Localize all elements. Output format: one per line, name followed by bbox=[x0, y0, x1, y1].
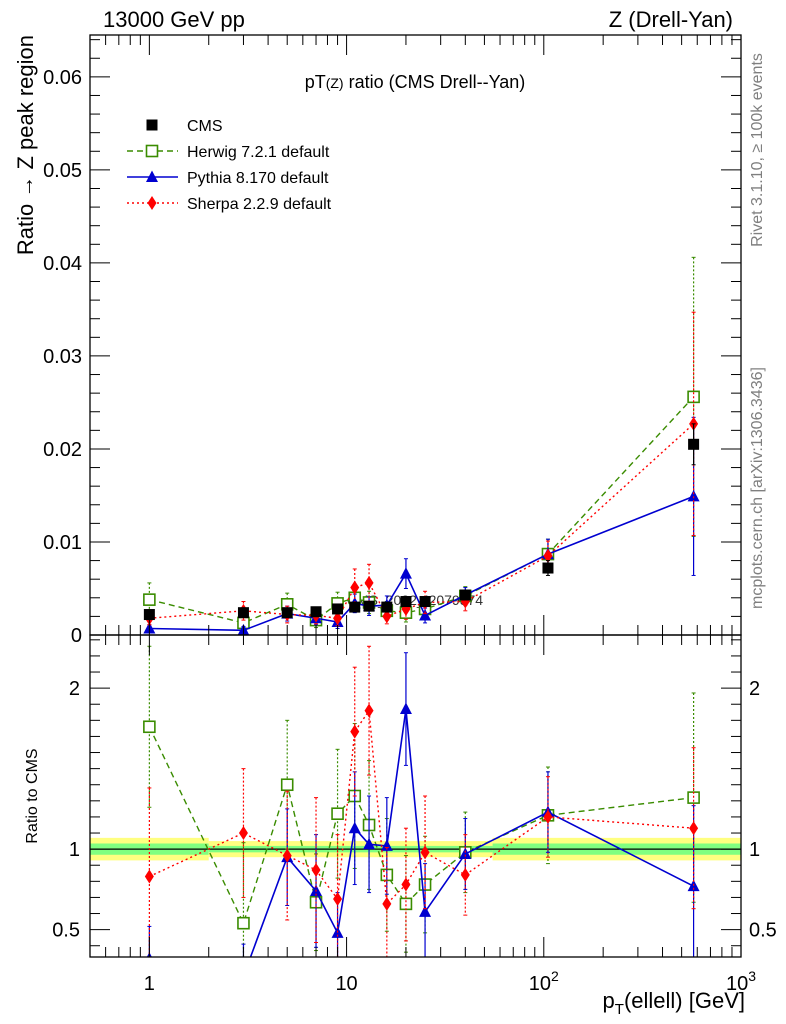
top-y-tick-label: 0 bbox=[71, 625, 82, 647]
ratio-sherpa-point bbox=[382, 896, 392, 911]
top-herwig-point bbox=[143, 593, 156, 606]
bottom-y-tick-label: 1 bbox=[69, 839, 80, 861]
ratio-sherpa-point bbox=[543, 809, 553, 824]
bottom-ylabel: Ratio to CMS bbox=[24, 748, 41, 843]
top-cms-point bbox=[542, 562, 554, 574]
legend-pythia-marker bbox=[146, 170, 158, 182]
ratio-sherpa-point bbox=[364, 703, 374, 718]
ratio-sherpa-point bbox=[350, 724, 360, 739]
ratio-herwig-point bbox=[331, 807, 344, 821]
legend-herwig-marker bbox=[145, 144, 159, 158]
legend-sherpa-label: Sherpa 2.2.9 default bbox=[187, 196, 332, 213]
legend-herwig-label: Herwig 7.2.1 default bbox=[187, 144, 330, 161]
ratio-sherpa-point bbox=[311, 863, 321, 878]
top-y-tick-label: 0.01 bbox=[43, 532, 82, 554]
title-main: pT bbox=[305, 72, 326, 92]
top-cms-point bbox=[143, 609, 155, 621]
ratio-sherpa-point bbox=[401, 877, 411, 892]
ratio-sherpa-point bbox=[238, 826, 248, 841]
top-cms-point bbox=[419, 596, 431, 608]
top-sherpa-point bbox=[364, 575, 374, 590]
top-cms-point bbox=[281, 607, 293, 619]
ratio-herwig-line bbox=[148, 726, 694, 926]
header-left: 13000 GeV pp bbox=[103, 7, 245, 32]
ratio-herwig-point bbox=[399, 897, 413, 911]
header-right: Z (Drell-Yan) bbox=[609, 7, 733, 32]
top-herwig-line bbox=[149, 396, 695, 624]
axes: 1 10 102 103 0 0.01 0.02 0.03 0.04 0.05 0.06 0.5 0.5… bbox=[43, 35, 777, 995]
xlabel-main: p bbox=[603, 988, 615, 1013]
ratio-sherpa-point bbox=[333, 892, 343, 907]
top-sherpa-point bbox=[350, 580, 360, 595]
top-y-tick-label: 0.02 bbox=[43, 439, 82, 461]
main-series bbox=[143, 256, 700, 635]
xlabel-rest: (ellell) [GeV] bbox=[624, 988, 745, 1013]
top-cms-point bbox=[363, 600, 375, 612]
x-tick-label: 103 bbox=[726, 968, 756, 995]
top-cms-point bbox=[381, 601, 393, 613]
top-pythia-point bbox=[399, 567, 412, 579]
top-pythia-point bbox=[687, 489, 700, 502]
ratio-sherpa-point bbox=[420, 845, 430, 860]
title-sub: (Z) bbox=[326, 75, 344, 91]
legend-cms-marker bbox=[146, 119, 158, 131]
top-cms-point bbox=[237, 607, 249, 619]
ratio-series bbox=[143, 645, 700, 982]
x-tick-label: 10 bbox=[335, 973, 357, 995]
bottom-y-tick-label: 0.5 bbox=[52, 920, 80, 942]
top-y-tick-label: 0.06 bbox=[43, 67, 82, 89]
ratio-pythia-point bbox=[363, 837, 376, 850]
ratio-pythia-point bbox=[348, 821, 361, 834]
ratio-sherpa-point bbox=[144, 869, 154, 884]
ratio-herwig-point bbox=[280, 778, 294, 792]
top-sherpa-point bbox=[333, 611, 343, 626]
top-y-tick-label: 0.05 bbox=[43, 160, 82, 182]
ratio-sherpa-point bbox=[460, 867, 470, 882]
mcplots-label: mcplots.cern.ch [arXiv:1306.3436] bbox=[749, 367, 766, 609]
top-cms-point bbox=[349, 601, 361, 613]
ratio-pythia-point bbox=[419, 905, 432, 917]
ratio-pythia-point bbox=[237, 970, 249, 982]
top-pythia-point bbox=[419, 608, 432, 621]
top-sherpa-point bbox=[382, 609, 392, 624]
plot-title: pT(Z) ratio (CMS Drell--Yan) bbox=[305, 72, 526, 92]
top-cms-point bbox=[332, 603, 344, 615]
bottom-y-tick-label: 2 bbox=[69, 678, 80, 700]
top-cms-point bbox=[310, 606, 322, 618]
bottom-y-tick-label-right: 2 bbox=[749, 678, 760, 700]
legend-cms-label: CMS bbox=[187, 118, 223, 135]
ratio-pythia-point bbox=[459, 847, 472, 859]
x-tick-label: 102 bbox=[529, 968, 559, 995]
title-rest: ratio (CMS Drell--Yan) bbox=[344, 72, 526, 92]
bottom-y-tick-label-right: 0.5 bbox=[749, 920, 777, 942]
x-tick-label: 1 bbox=[144, 973, 155, 995]
top-sherpa-point bbox=[543, 548, 553, 563]
xlabel: pT(ellell) [GeV] bbox=[603, 988, 745, 1018]
bottom-frame bbox=[89, 634, 742, 958]
top-cms-point bbox=[688, 438, 700, 450]
top-sherpa-line bbox=[149, 423, 695, 620]
legend: CMS Herwig 7.2.1 default Pythia 8.170 defa… bbox=[127, 118, 332, 213]
legend-sherpa-marker bbox=[147, 196, 157, 210]
bottom-y-tick-label-right: 1 bbox=[749, 839, 760, 861]
ratio-pythia-point bbox=[380, 839, 393, 851]
ratio-herwig-point bbox=[237, 916, 250, 930]
ratio-herwig-point bbox=[143, 720, 156, 734]
top-y-tick-label: 0.03 bbox=[43, 346, 82, 368]
ratio-sherpa-point bbox=[689, 821, 699, 836]
ratio-sherpa-point bbox=[282, 848, 292, 863]
top-cms-point bbox=[459, 589, 471, 601]
ratio-pythia-point bbox=[399, 702, 412, 715]
legend-pythia-label: Pythia 8.170 default bbox=[187, 170, 329, 187]
rivet-label: Rivet 3.1.10, ≥ 100k events bbox=[749, 53, 766, 247]
top-cms-point bbox=[400, 596, 412, 608]
top-y-tick-label: 0.04 bbox=[43, 253, 82, 275]
top-ylabel: Ratio → Z peak region bbox=[13, 35, 38, 255]
xlabel-sub: T bbox=[615, 1001, 624, 1018]
